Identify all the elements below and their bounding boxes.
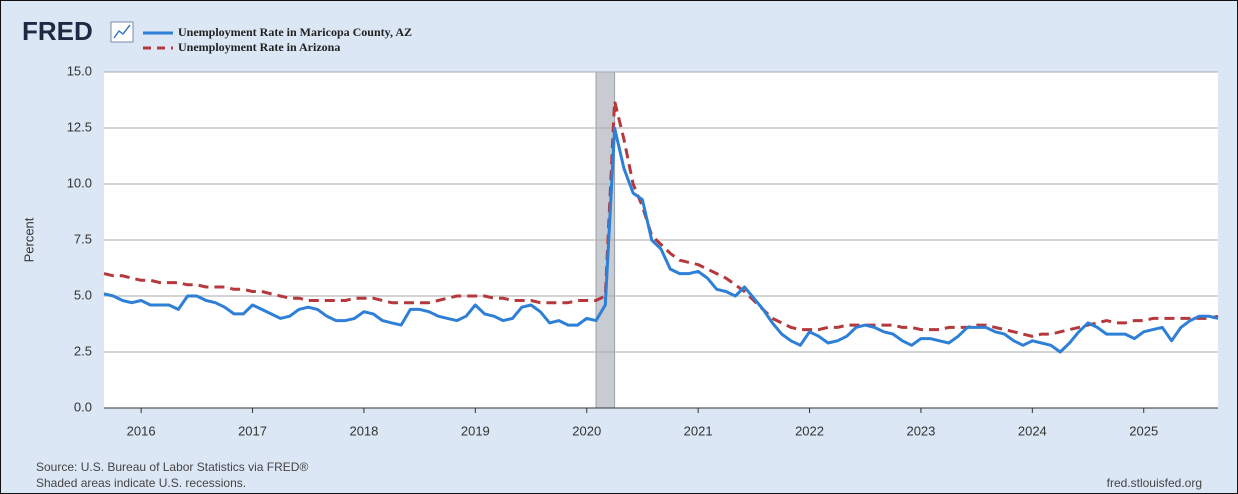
y-tick-label: 0.0 — [74, 399, 92, 414]
series-line — [103, 99, 1219, 338]
x-tick-label: 2017 — [238, 423, 267, 438]
x-tick-label: 2018 — [349, 423, 378, 438]
y-tick-label: 5.0 — [74, 287, 92, 302]
y-tick-label: 10.0 — [67, 175, 92, 190]
y-tick-label: 15.0 — [67, 63, 92, 78]
logo: FRED — [22, 16, 93, 46]
source: Source: U.S. Bureau of Labor Statistics … — [36, 460, 308, 474]
legend-label: Unemployment Rate in Maricopa County, AZ — [178, 25, 412, 39]
x-tick-label: 2022 — [795, 423, 824, 438]
x-tick-label: 2023 — [906, 423, 935, 438]
y-axis-label: Percent — [21, 217, 36, 262]
y-tick-label: 12.5 — [67, 119, 92, 134]
y-tick-label: 2.5 — [74, 343, 92, 358]
x-tick-label: 2024 — [1018, 423, 1047, 438]
x-tick-label: 2016 — [127, 423, 156, 438]
series-line — [103, 126, 1219, 354]
x-tick-label: 2021 — [684, 423, 713, 438]
legend-label: Unemployment Rate in Arizona — [178, 40, 340, 54]
x-tick-label: 2019 — [461, 423, 490, 438]
site: fred.stlouisfed.org — [1107, 476, 1202, 490]
note: Shaded areas indicate U.S. recessions. — [36, 476, 246, 490]
x-tick-label: 2020 — [572, 423, 601, 438]
logo-icon-line — [113, 24, 131, 39]
y-tick-label: 7.5 — [74, 231, 92, 246]
x-tick-label: 2025 — [1129, 423, 1158, 438]
